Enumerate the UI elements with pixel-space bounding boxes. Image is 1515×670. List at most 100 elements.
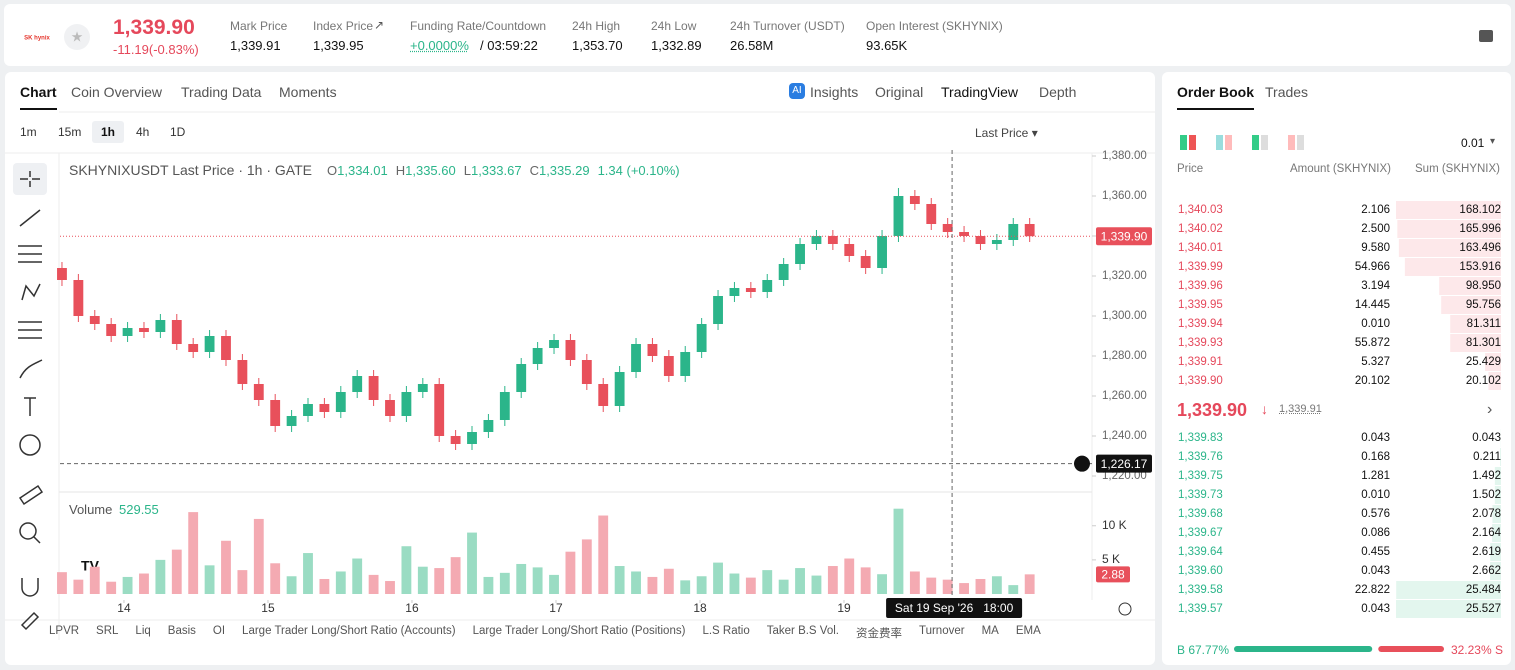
view-toggle[interactable] bbox=[1252, 135, 1268, 150]
ob-amount: 2.106 bbox=[1361, 204, 1390, 216]
candle-body bbox=[991, 240, 1002, 244]
volume-bar bbox=[188, 512, 199, 594]
candle-body bbox=[270, 400, 281, 426]
indicator[interactable]: EMA bbox=[1015, 625, 1041, 637]
candle-body bbox=[516, 364, 527, 392]
indicator[interactable]: Basis bbox=[167, 625, 196, 637]
view-toggle[interactable] bbox=[1180, 135, 1196, 150]
ob-sum: 81.311 bbox=[1466, 318, 1501, 330]
precision-arrow: ▾ bbox=[1490, 136, 1496, 147]
indicator[interactable]: Turnover bbox=[918, 625, 965, 637]
chart-tab[interactable]: Chart bbox=[20, 84, 57, 110]
depth-bar bbox=[1485, 353, 1501, 371]
chart-tab[interactable]: Moments bbox=[279, 84, 337, 100]
volume-bar bbox=[975, 578, 986, 594]
volume-bar bbox=[713, 562, 723, 594]
last-volume-label: 2.88 bbox=[1101, 568, 1125, 582]
ob-sum: 81.301 bbox=[1465, 337, 1501, 349]
volume-bar bbox=[499, 572, 510, 594]
candle-body bbox=[204, 336, 215, 352]
price-source[interactable]: Last Price ▾ bbox=[975, 126, 1038, 140]
vol-tick-label: 5 K bbox=[1102, 552, 1120, 566]
buy-ratio-bar bbox=[1234, 646, 1373, 652]
ob-price: 1,339.83 bbox=[1178, 432, 1223, 444]
ob-tab[interactable]: Trades bbox=[1265, 84, 1309, 100]
depth-bar bbox=[1396, 201, 1501, 219]
indicator[interactable]: LPVR bbox=[49, 625, 80, 637]
chart-tab[interactable]: Coin Overview bbox=[71, 84, 163, 100]
candle-body bbox=[253, 384, 264, 400]
ohlc-value: 1,335.60 bbox=[405, 163, 456, 178]
view-tab[interactable]: Original bbox=[875, 84, 924, 100]
settings-icon[interactable] bbox=[1118, 602, 1132, 616]
volume-bar bbox=[417, 566, 428, 594]
volume-bar bbox=[549, 574, 559, 594]
candle-body bbox=[680, 352, 691, 376]
candle-body bbox=[335, 392, 346, 412]
view-tab[interactable]: TradingView bbox=[941, 84, 1019, 100]
indicator[interactable]: MA bbox=[981, 625, 999, 637]
ob-tab[interactable]: Order Book bbox=[1177, 84, 1255, 110]
timeframe[interactable]: 1D bbox=[170, 125, 186, 139]
candle-body bbox=[286, 416, 297, 426]
precision[interactable]: 0.01 bbox=[1461, 136, 1485, 150]
depth-bar bbox=[1396, 600, 1501, 618]
candle-body bbox=[171, 320, 182, 344]
timeframe[interactable]: 1m bbox=[20, 125, 37, 139]
indicator[interactable]: 资金费率 bbox=[855, 628, 902, 640]
depth-bar bbox=[1488, 372, 1501, 390]
ob-sum: 153.916 bbox=[1459, 261, 1501, 273]
ob-amount: 0.576 bbox=[1361, 508, 1390, 520]
view-tab[interactable]: Depth bbox=[1039, 84, 1077, 100]
candle-body bbox=[729, 288, 740, 296]
ob-price: 1,339.68 bbox=[1178, 508, 1223, 520]
volume-bar bbox=[844, 558, 855, 594]
candle-body bbox=[942, 224, 953, 232]
ob-mark-price: 1,339.91 bbox=[1279, 403, 1322, 415]
price-source-label: Last Price bbox=[975, 126, 1029, 140]
header-icon[interactable] bbox=[1479, 30, 1493, 42]
view-toggle[interactable] bbox=[1216, 135, 1232, 150]
favorite-button[interactable] bbox=[64, 24, 90, 50]
indicator[interactable]: Large Trader Long/Short Ratio (Positions… bbox=[472, 625, 686, 637]
view-tab[interactable]: Insights bbox=[810, 84, 859, 100]
candle-body bbox=[663, 356, 674, 376]
candle-body bbox=[499, 392, 510, 420]
candle-body bbox=[532, 348, 543, 364]
x-tick-label: 16 bbox=[405, 601, 419, 615]
price-change: -11.19(-0.83%) bbox=[113, 42, 199, 57]
ob-sum: 0.211 bbox=[1473, 451, 1501, 463]
x-tick-label: 17 bbox=[549, 601, 563, 615]
x-tick-label: 19 bbox=[837, 601, 851, 615]
view-toggle[interactable] bbox=[1288, 135, 1304, 150]
candle-body bbox=[926, 204, 937, 224]
candle-body bbox=[417, 384, 428, 392]
ob-amount: 2.500 bbox=[1361, 223, 1390, 235]
chevron[interactable]: › bbox=[1487, 401, 1493, 418]
stat-extra: / 03:59:22 bbox=[480, 38, 538, 53]
indicator[interactable]: SRL bbox=[96, 625, 119, 637]
timeframe[interactable]: 1h bbox=[92, 121, 125, 143]
depth-bar bbox=[1490, 562, 1501, 580]
ob-price: 1,339.91 bbox=[1178, 356, 1223, 368]
volume-bar bbox=[1008, 585, 1019, 594]
candle-body bbox=[450, 436, 461, 444]
chart-tab[interactable]: Trading Data bbox=[181, 84, 262, 100]
y-tick-label: 1,360.00 bbox=[1102, 190, 1147, 202]
depth-bar bbox=[1398, 239, 1501, 257]
timeframe[interactable]: 15m bbox=[58, 125, 82, 139]
volume-bar bbox=[122, 576, 133, 594]
ob-amount: 20.102 bbox=[1354, 375, 1390, 387]
depth-bar bbox=[1396, 581, 1501, 599]
indicator[interactable]: Large Trader Long/Short Ratio (Accounts) bbox=[242, 625, 456, 637]
ohlc-key: L bbox=[463, 163, 471, 178]
volume-bar bbox=[565, 551, 576, 594]
candle-body bbox=[811, 236, 822, 244]
indicator[interactable]: OI bbox=[212, 625, 226, 637]
timeframe[interactable]: 4h bbox=[136, 125, 150, 139]
indicator[interactable]: L.S Ratio bbox=[702, 625, 750, 637]
volume-bar bbox=[270, 563, 281, 594]
indicator[interactable]: Liq bbox=[135, 625, 151, 637]
stat-value: +0.0000% bbox=[410, 38, 469, 53]
indicator[interactable]: Taker B.S Vol. bbox=[766, 625, 839, 637]
